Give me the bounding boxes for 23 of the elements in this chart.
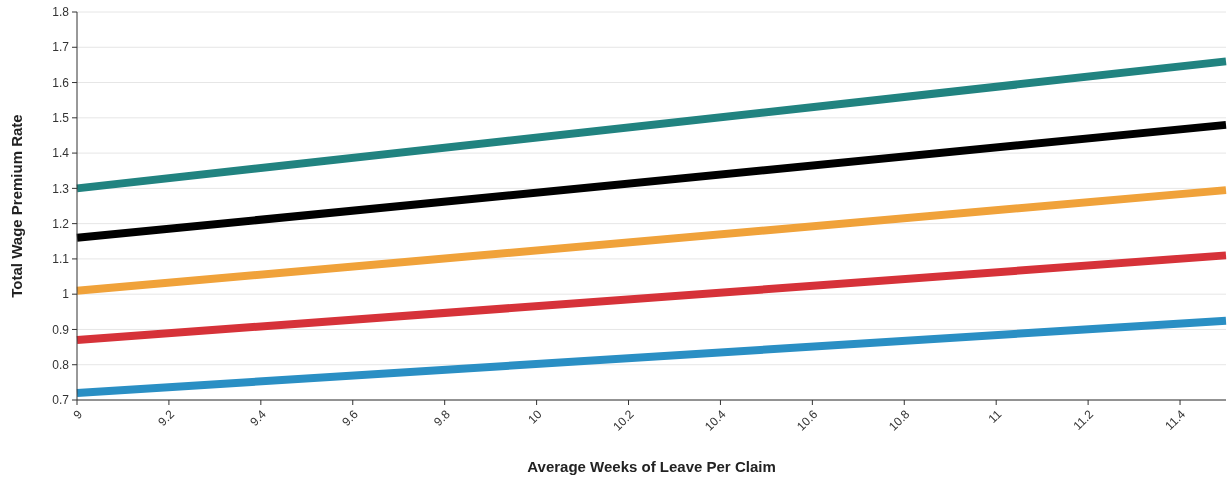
x-axis-title: Average Weeks of Leave Per Claim bbox=[527, 458, 776, 475]
y-tick-label: 1 bbox=[62, 287, 70, 302]
y-tick-label: 1.2 bbox=[52, 216, 70, 231]
y-tick-label: 1.5 bbox=[52, 111, 70, 126]
y-tick-label: 1.8 bbox=[52, 5, 70, 20]
x-tick-label: 9.6 bbox=[339, 406, 362, 429]
y-tick-label: 0.8 bbox=[52, 357, 70, 372]
y-tick-label: 1.6 bbox=[52, 75, 70, 90]
y-tick-label: 1.3 bbox=[52, 181, 70, 196]
x-tick-label: 11 bbox=[985, 406, 1005, 426]
x-tick-label: 10 bbox=[525, 406, 545, 427]
x-tick-label: 9 bbox=[70, 406, 86, 422]
y-tick-label: 0.7 bbox=[52, 393, 70, 408]
x-tick-label: 9.4 bbox=[247, 406, 270, 429]
x-tick-label: 9.8 bbox=[431, 406, 453, 429]
y-tick-label: 1.7 bbox=[52, 40, 70, 55]
y-tick-label: 1.4 bbox=[52, 146, 70, 161]
y-tick-label: 0.9 bbox=[52, 322, 70, 337]
y-axis-title: Total Wage Premium Rate bbox=[8, 114, 25, 298]
x-tick-label: 11.2 bbox=[1070, 406, 1097, 433]
x-tick-label: 9.2 bbox=[155, 406, 178, 429]
x-tick-label: 11.4 bbox=[1162, 406, 1189, 433]
y-tick-label: 1.1 bbox=[52, 252, 70, 267]
